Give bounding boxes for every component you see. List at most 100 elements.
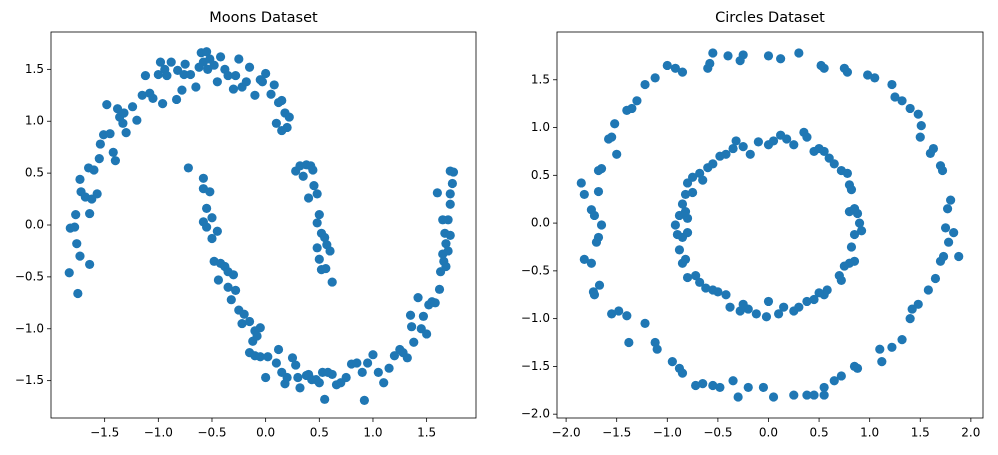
point: [314, 378, 324, 388]
point: [897, 335, 907, 345]
point: [687, 187, 698, 198]
point: [443, 246, 453, 256]
point: [768, 392, 779, 402]
x-tick-label: 1.0: [860, 426, 879, 440]
point: [905, 103, 915, 114]
point: [312, 189, 322, 199]
point: [207, 213, 217, 223]
point: [379, 378, 389, 388]
point: [75, 174, 85, 184]
point: [94, 153, 104, 164]
y-tick-label: −0.5: [521, 263, 550, 277]
point: [946, 195, 956, 205]
point: [680, 207, 691, 217]
point: [271, 358, 281, 368]
point: [287, 353, 298, 363]
point: [293, 372, 303, 383]
point: [680, 254, 691, 264]
point: [733, 392, 743, 402]
y-tick-label: 0.0: [531, 216, 550, 230]
point: [925, 148, 935, 158]
point: [422, 329, 432, 339]
point: [212, 226, 222, 236]
point: [445, 189, 455, 199]
x-tick-label: 2.0: [961, 426, 980, 440]
point: [836, 275, 846, 286]
point: [677, 368, 688, 378]
point: [887, 79, 897, 90]
point: [897, 96, 907, 106]
point: [105, 129, 115, 139]
point: [701, 283, 711, 293]
point: [816, 60, 826, 71]
point: [291, 360, 301, 370]
point: [234, 54, 244, 64]
point: [589, 210, 600, 221]
chart-title: Moons Dataset: [209, 10, 318, 26]
point: [244, 316, 255, 327]
point: [320, 394, 330, 404]
point: [321, 263, 331, 274]
point: [814, 288, 824, 298]
point: [363, 358, 373, 368]
point: [819, 382, 829, 393]
point: [705, 58, 715, 69]
point: [191, 82, 201, 92]
point: [179, 69, 189, 80]
point: [905, 314, 915, 324]
y-tick-label: 1.5: [531, 72, 550, 86]
point: [357, 367, 367, 377]
point: [198, 173, 208, 183]
point: [202, 222, 212, 232]
point: [738, 142, 748, 152]
point: [854, 218, 865, 228]
point: [735, 56, 745, 66]
point: [612, 149, 622, 159]
point: [753, 137, 763, 147]
point: [312, 243, 322, 253]
point: [241, 77, 251, 87]
y-tick-label: 1.0: [531, 120, 550, 134]
point: [352, 358, 362, 368]
point: [829, 376, 839, 386]
point: [269, 80, 279, 90]
point: [271, 118, 281, 128]
point: [148, 93, 158, 104]
point: [949, 228, 959, 238]
point: [819, 390, 829, 400]
point: [244, 62, 255, 72]
point: [589, 290, 600, 300]
point: [610, 119, 620, 129]
point: [118, 118, 128, 128]
point: [846, 185, 857, 195]
point: [849, 229, 860, 240]
point: [875, 344, 885, 354]
point: [890, 92, 900, 102]
point: [743, 382, 753, 393]
point: [441, 239, 451, 249]
point: [223, 282, 233, 292]
point: [579, 254, 589, 264]
y-tick-label: −1.5: [15, 373, 44, 387]
point: [954, 251, 964, 262]
y-tick-label: −0.5: [15, 269, 44, 283]
point: [728, 143, 738, 154]
point: [782, 134, 792, 144]
point: [576, 178, 586, 188]
point: [763, 296, 774, 307]
point: [407, 322, 417, 332]
point: [708, 285, 718, 295]
point: [789, 140, 799, 150]
point: [207, 233, 217, 244]
point: [916, 121, 926, 131]
point: [640, 318, 650, 329]
point: [913, 109, 923, 119]
point: [839, 261, 849, 271]
point: [447, 178, 457, 189]
point: [209, 60, 219, 70]
y-tick-label: −1.5: [521, 359, 550, 373]
point: [177, 85, 187, 95]
point: [384, 363, 394, 373]
point: [73, 288, 83, 299]
point: [309, 180, 319, 191]
